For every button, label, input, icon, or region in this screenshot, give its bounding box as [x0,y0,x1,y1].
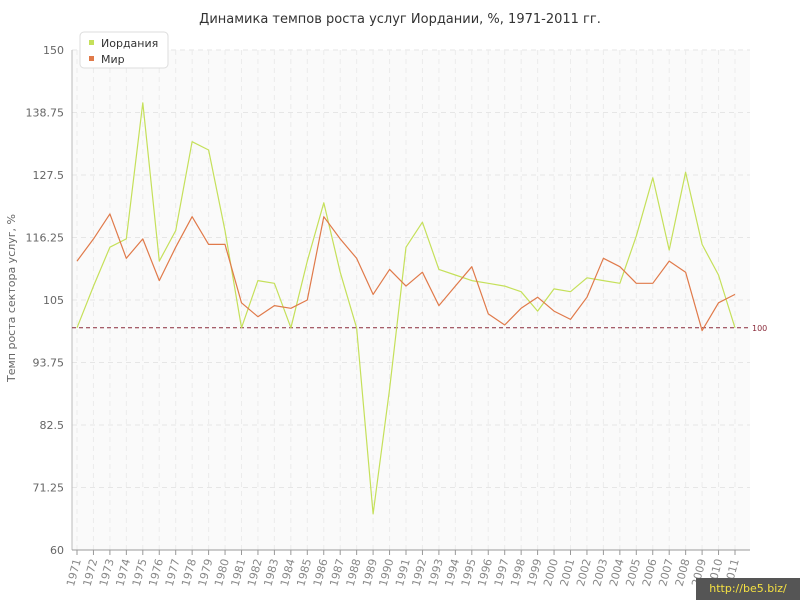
y-tick-label: 138.75 [26,107,65,120]
y-axis-ticks: 60 71.25 82.5 93.75 105 116.25 127.5 138.75 150 [26,44,65,557]
x-axis-ticks: 1971197219731974197519761977197819791980… [64,550,742,588]
legend-swatch-world [89,56,94,61]
watermark[interactable]: http://be5.biz/ [696,578,800,600]
y-tick-label: 105 [43,294,64,307]
series-lines [76,102,736,515]
legend-swatch-jordan [89,40,94,45]
legend-label-world: Мир [101,53,125,66]
grid-lines [71,49,750,551]
legend-box [79,31,169,69]
legend-label-jordan: Иордания [101,37,158,50]
y-tick-label: 82.5 [40,419,65,432]
legend: Иордания Мир [79,31,169,69]
y-tick-label: 60 [50,544,64,557]
series-line-jordan [76,102,736,515]
y-tick-label: 71.25 [33,482,65,495]
reference-line-label: 100 [752,324,767,333]
y-tick-label: 116.25 [26,232,65,245]
y-tick-label: 93.75 [33,357,65,370]
y-tick-label: 127.5 [33,169,65,182]
reference-line-group: 100 [72,324,767,333]
y-axis-label: Темп роста сектора услуг, % [5,214,18,383]
series-line-world [76,213,736,332]
chart-title: Динамика темпов роста услуг Иордании, %,… [199,12,601,27]
y-tick-label: 150 [43,44,64,57]
